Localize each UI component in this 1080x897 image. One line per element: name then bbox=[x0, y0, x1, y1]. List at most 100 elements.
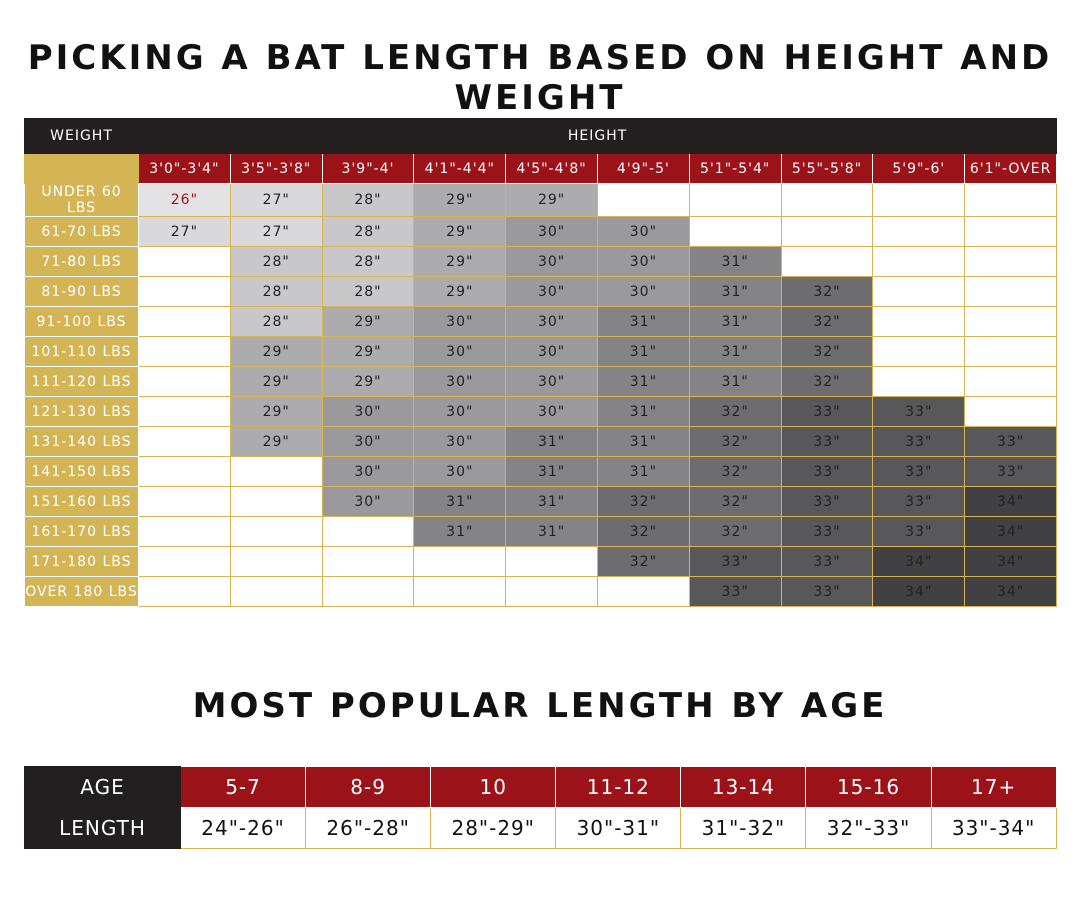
bat-length-cell: 30" bbox=[321, 426, 415, 457]
empty-cell bbox=[596, 576, 690, 607]
height-range-header: 3'9"-4' bbox=[321, 153, 415, 184]
table-row: 161-170 LBS 31" 31" 32" 32" 33" 33" 34" bbox=[24, 516, 1058, 547]
empty-cell bbox=[138, 576, 231, 607]
age-cell: 17+ bbox=[930, 766, 1057, 808]
bat-length-cell: 34" bbox=[964, 486, 1058, 517]
length-cell: 32"-33" bbox=[805, 807, 932, 849]
age-cell: 8-9 bbox=[305, 766, 432, 808]
bat-length-cell: 33" bbox=[872, 516, 966, 547]
bat-length-cell: 31" bbox=[596, 396, 690, 427]
height-range-row: 3'0"-3'4" 3'5"-3'8" 3'9"-4' 4'1"-4'4" 4'5"-4… bbox=[24, 153, 1058, 184]
height-range-header: 6'1"-OVER bbox=[964, 153, 1058, 184]
bat-length-cell: 30" bbox=[505, 246, 598, 277]
weight-header: WEIGHT bbox=[24, 118, 139, 154]
bat-length-cell: 31" bbox=[688, 306, 782, 337]
height-range-header: 5'9"-6' bbox=[872, 153, 966, 184]
empty-cell bbox=[780, 246, 874, 277]
table-row: 101-110 LBS 29" 29" 30" 30" 31" 31" 32" bbox=[24, 336, 1058, 367]
bat-length-cell: 33" bbox=[780, 516, 874, 547]
weight-range-label: 121-130 LBS bbox=[24, 396, 139, 427]
weight-range-label: 131-140 LBS bbox=[24, 426, 139, 457]
bat-length-cell: 28" bbox=[321, 246, 415, 277]
bat-length-cell: 30" bbox=[505, 276, 598, 307]
empty-cell bbox=[964, 216, 1058, 247]
bat-length-cell: 32" bbox=[688, 396, 782, 427]
bat-length-cell: 32" bbox=[780, 366, 874, 397]
bat-length-cell: 29" bbox=[321, 366, 415, 397]
length-cell: 30"-31" bbox=[555, 807, 682, 849]
bat-length-cell: 34" bbox=[964, 546, 1058, 577]
bat-length-cell: 29" bbox=[505, 183, 598, 217]
weight-range-label: 171-180 LBS bbox=[24, 546, 139, 577]
height-range-header: 3'5"-3'8" bbox=[229, 153, 323, 184]
length-row: LENGTH 24"-26" 26"-28" 28"-29" 30"-31" 31"-3… bbox=[24, 807, 1057, 849]
bat-length-cell: 33" bbox=[780, 456, 874, 487]
bat-length-cell: 33" bbox=[780, 576, 874, 607]
empty-cell bbox=[138, 276, 231, 307]
bat-length-cell: 29" bbox=[413, 246, 507, 277]
height-range-header: 4'5"-4'8" bbox=[505, 153, 598, 184]
bat-length-cell: 30" bbox=[413, 306, 507, 337]
bat-length-cell: 28" bbox=[229, 246, 323, 277]
empty-cell bbox=[964, 306, 1058, 337]
empty-cell bbox=[505, 546, 598, 577]
bat-length-cell: 32" bbox=[780, 336, 874, 367]
table-row: OVER 180 LBS 33" 33" 34" 34" bbox=[24, 576, 1058, 607]
empty-cell bbox=[138, 306, 231, 337]
empty-cell bbox=[229, 516, 323, 547]
table-row: 131-140 LBS 29" 30" 30" 31" 31" 32" 33" 33" 33" bbox=[24, 426, 1058, 457]
header-corner bbox=[24, 153, 139, 184]
bat-length-cell: 30" bbox=[321, 486, 415, 517]
bat-length-cell: 33" bbox=[688, 576, 782, 607]
bat-length-cell: 32" bbox=[780, 306, 874, 337]
table-row: 91-100 LBS 28" 29" 30" 30" 31" 31" 32" bbox=[24, 306, 1058, 337]
bat-length-cell: 29" bbox=[229, 336, 323, 367]
bat-length-cell: 29" bbox=[413, 276, 507, 307]
empty-cell bbox=[229, 576, 323, 607]
bat-length-cell: 33" bbox=[780, 426, 874, 457]
empty-cell bbox=[138, 336, 231, 367]
bat-length-cell: 29" bbox=[413, 216, 507, 247]
bat-length-cell: 28" bbox=[321, 183, 415, 217]
bat-length-cell: 31" bbox=[505, 486, 598, 517]
bat-length-cell: 31" bbox=[596, 456, 690, 487]
empty-cell bbox=[596, 183, 690, 217]
empty-cell bbox=[964, 276, 1058, 307]
age-cell: 10 bbox=[430, 766, 557, 808]
bat-length-cell: 30" bbox=[413, 426, 507, 457]
weight-range-label: UNDER 60 LBS bbox=[24, 183, 139, 217]
bat-length-cell: 32" bbox=[596, 546, 690, 577]
bat-length-cell: 30" bbox=[596, 246, 690, 277]
bat-length-cell: 30" bbox=[413, 396, 507, 427]
empty-cell bbox=[688, 183, 782, 217]
weight-range-label: OVER 180 LBS bbox=[24, 576, 139, 607]
weight-range-label: 161-170 LBS bbox=[24, 516, 139, 547]
bat-length-cell: 33" bbox=[872, 396, 966, 427]
table-row: 71-80 LBS 28" 28" 29" 30" 30" 31" bbox=[24, 246, 1058, 277]
empty-cell bbox=[688, 216, 782, 247]
bat-length-cell: 29" bbox=[321, 336, 415, 367]
empty-cell bbox=[872, 336, 966, 367]
chart-title: PICKING A BAT LENGTH BASED ON HEIGHT AND… bbox=[27, 38, 1053, 118]
empty-cell bbox=[964, 183, 1058, 217]
empty-cell bbox=[413, 546, 507, 577]
age-cell: 11-12 bbox=[555, 766, 682, 808]
empty-cell bbox=[505, 576, 598, 607]
bat-length-cell: 34" bbox=[872, 546, 966, 577]
bat-length-cell: 31" bbox=[688, 246, 782, 277]
age-section-title: MOST POPULAR LENGTH BY AGE bbox=[192, 686, 888, 726]
bat-length-cell: 31" bbox=[413, 516, 507, 547]
table-row: 141-150 LBS 30" 30" 31" 31" 32" 33" 33" 33" bbox=[24, 456, 1058, 487]
empty-cell bbox=[872, 183, 966, 217]
bat-length-cell: 33" bbox=[780, 486, 874, 517]
bat-length-cell: 30" bbox=[505, 396, 598, 427]
table-row: 81-90 LBS 28" 28" 29" 30" 30" 31" 32" bbox=[24, 276, 1058, 307]
empty-cell bbox=[321, 576, 415, 607]
bat-length-cell: 30" bbox=[321, 396, 415, 427]
bat-length-cell: 33" bbox=[780, 546, 874, 577]
bat-length-cell: 34" bbox=[964, 576, 1058, 607]
empty-cell bbox=[321, 516, 415, 547]
bat-length-cell: 31" bbox=[688, 336, 782, 367]
bat-length-cell: 32" bbox=[688, 486, 782, 517]
bat-length-cell: 32" bbox=[780, 276, 874, 307]
